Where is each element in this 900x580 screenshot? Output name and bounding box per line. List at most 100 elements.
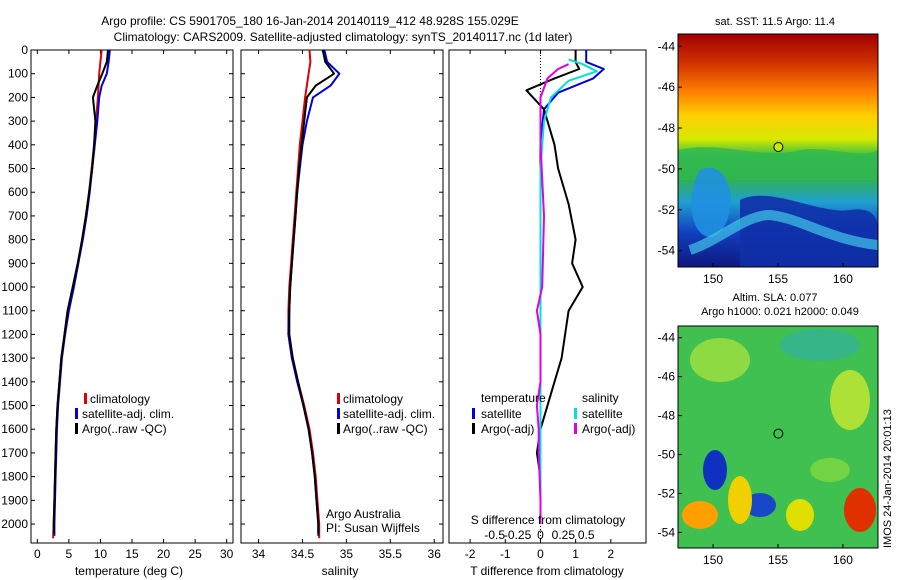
legend-title-salinity: salinity: [582, 391, 619, 405]
ytick-label: 200: [8, 90, 28, 104]
map-ytick-label: -44: [658, 331, 676, 345]
xtick-label: -1: [500, 547, 511, 561]
ytick-label: 2000: [1, 517, 28, 531]
sla-blob: [703, 450, 727, 490]
sst-argo-position-marker: [773, 141, 784, 152]
legend-title-temperature: temperature: [481, 391, 546, 405]
s-difference-xlabel: S difference from climatology: [471, 513, 626, 527]
t-difference-xlabel: T difference from climatology: [470, 564, 624, 578]
xtick-label: 10: [94, 547, 108, 561]
series-line: [52, 49, 109, 534]
legend-label-climatology: climatology: [90, 392, 150, 406]
legend-label-s-satellite: satellite: [582, 407, 623, 421]
xtick-label: 1: [572, 547, 579, 561]
argo-credit-line2: PI: Susan Wijffels: [326, 521, 420, 535]
sla-blob: [690, 338, 750, 382]
legend-swatch-satellite: [75, 408, 78, 419]
sst-warm-tongue: [678, 147, 878, 180]
header-line2: Climatology: CARS2009. Satellite-adjuste…: [114, 30, 573, 44]
map-xtick-label: 155: [768, 272, 788, 286]
difference-xticks: -2 -1 0 1 2 -0.5-0.25 0 0.25 0.5: [465, 50, 614, 561]
difference-lines: [525, 50, 605, 524]
difference-legend: temperature salinity satellite Argo(-adj…: [472, 391, 635, 436]
map-xtick-label: 155: [768, 553, 788, 567]
map-ytick-label: -48: [658, 409, 676, 423]
legend-label-climatology: climatology: [343, 392, 403, 406]
xtick-label: 30: [220, 547, 234, 561]
sla-blob: [744, 493, 776, 517]
ytick-label: 0: [21, 43, 28, 57]
legend-label-t-argo: Argo(-adj): [481, 422, 534, 436]
map-ytick-label: -50: [658, 448, 676, 462]
legend-label-argo: Argo(..raw -QC): [82, 422, 167, 436]
ytick-label: 1300: [1, 351, 28, 365]
legend-label-t-satellite: satellite: [481, 407, 522, 421]
ytick-label: 1400: [1, 375, 28, 389]
temperature-axes-frame: [30, 49, 234, 544]
salinity-axes-frame: [240, 49, 444, 544]
argo-credit-line1: Argo Australia: [326, 507, 401, 521]
legend-label-argo: Argo(..raw -QC): [343, 422, 428, 436]
sla-blob: [844, 488, 876, 532]
sla-blob: [780, 329, 860, 361]
difference-axes-frame: [448, 49, 647, 544]
sst-map-panel: sat. SST: 11.5 Argo: 11.4 150 155 160 -44 -4…: [658, 16, 879, 286]
ytick-label: 700: [8, 209, 28, 223]
legend-label-satellite: satellite-adj. clim.: [82, 407, 174, 421]
ytick-label: 1800: [1, 470, 28, 484]
series-line: [288, 49, 336, 534]
xtick-label: 2: [607, 547, 614, 561]
salinity-xticks: 34 34.5 35 35.5 36: [252, 50, 441, 561]
sla-blob: [682, 501, 718, 529]
xtick-label: 5: [66, 547, 73, 561]
legend-swatch-argo: [75, 423, 78, 434]
ytick-label: 600: [8, 185, 28, 199]
temperature-panel: 0100200300400500600700800900100011001200…: [1, 43, 233, 578]
sla-blob: [728, 476, 752, 524]
xtick-label: 0: [34, 547, 41, 561]
xtick-label: 35: [340, 547, 354, 561]
map-ytick-label: -52: [658, 203, 676, 217]
imos-timestamp: IMOS 24-Jan-2014 20:01:13: [882, 409, 894, 548]
legend-swatch-climatology: [337, 393, 340, 404]
legend-swatch-s-satellite: [574, 408, 577, 419]
legend-swatch-t-satellite: [472, 408, 475, 419]
map-xtick-label: 160: [833, 272, 853, 286]
sla-map-panel: Altim. SLA: 0.077 Argo h1000: 0.021 h200…: [658, 292, 879, 567]
ytick-label: 1000: [1, 280, 28, 294]
sla-map-title1: Altim. SLA: 0.077: [733, 292, 818, 304]
legend-label-satellite: satellite-adj. clim.: [343, 407, 435, 421]
map-xtick-label: 160: [833, 553, 853, 567]
sla-map-title2: Argo h1000: 0.021 h2000: 0.049: [701, 306, 859, 318]
ytick-label: 1500: [1, 399, 28, 413]
xtick-label: 34.5: [291, 547, 315, 561]
ytick-label: 400: [8, 138, 28, 152]
xtick-label-salinity: 0: [537, 528, 544, 542]
sla-blob: [830, 370, 870, 430]
xtick-label-salinity: 0.5: [578, 528, 595, 542]
legend-swatch-argo: [337, 423, 340, 434]
ytick-label: 1100: [2, 304, 28, 318]
legend-swatch-climatology: [84, 393, 87, 404]
legend-swatch-satellite: [337, 408, 340, 419]
ytick-label: 1900: [1, 493, 28, 507]
map-ytick-label: -50: [658, 162, 676, 176]
map-ytick-label: -46: [658, 80, 676, 94]
ytick-label: 500: [8, 162, 28, 176]
xtick-label: 36: [428, 547, 442, 561]
xtick-label: 15: [125, 547, 139, 561]
ytick-label: 900: [8, 256, 28, 270]
map-xtick-label: 150: [703, 553, 723, 567]
sst-cyan-filament: [688, 209, 878, 255]
map-ytick-label: -46: [658, 370, 676, 384]
xtick-label-salinity: -0.5: [484, 528, 505, 542]
map-ytick-label: -48: [658, 121, 676, 135]
temperature-yticks: 0 100 200 300 400 500 600 700 800 900 1000 1100 1200…: [1, 43, 233, 531]
salinity-yticks: [241, 49, 443, 525]
header-line1: Argo profile: CS 5901705_180 16-Jan-2014…: [101, 14, 518, 28]
salinity-xlabel: salinity: [322, 564, 359, 578]
sla-map-ticks: 150 155 160 -44 -46 -48 -50 -52 -54: [658, 331, 854, 567]
map-ytick-label: -52: [658, 486, 676, 500]
xtick-label: 25: [188, 547, 202, 561]
sst-cold-eddy: [691, 167, 731, 238]
